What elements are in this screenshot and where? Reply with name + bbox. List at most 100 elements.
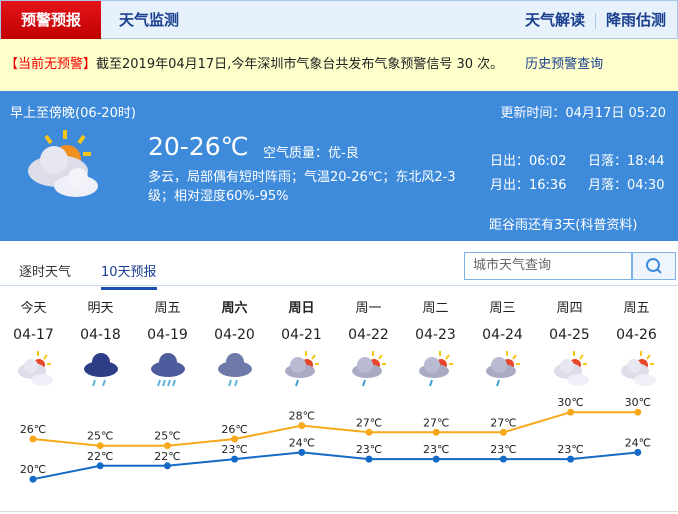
high-temp-point [365,428,373,436]
moonset: 月落：04:30 [588,178,665,193]
day-date: 04-17 [13,327,54,343]
low-temp-point [499,455,507,463]
heavy-rain-icon [150,353,185,387]
low-temp-label: 23℃ [356,443,382,456]
high-temp-label: 27℃ [423,416,449,429]
warning-text: 截至2019年04月17日,今年深圳市气象台共发布气象预警信号 30 次。 [96,57,504,72]
low-temp-point [432,455,440,463]
high-temp-point [29,435,37,443]
warning-status: 【当前无预警】 [5,57,97,72]
low-temp-label: 24℃ [289,436,315,449]
high-temp-point [96,442,104,450]
tab-hourly[interactable]: 逐时天气 [19,265,72,280]
partly-cloudy-icon [17,351,53,386]
bottom-border [0,511,678,514]
high-temp-point [163,442,171,450]
today-panel: 早上至傍晚(06-20时) 更新时间：04月17日 05:20 20-26℃ 空… [0,91,678,241]
sunrise: 日出：06:02 [490,154,567,169]
forecast-day: 周三 04-24 [469,297,536,393]
high-temp-label: 28℃ [289,410,315,423]
shower-icon [418,351,453,387]
day-label: 周三 [489,301,516,316]
shower-icon [284,351,319,387]
air-quality: 空气质量：优-良 [263,146,359,161]
link-weather-interpret[interactable]: 天气解读 [525,11,586,29]
day-label: 今天 [20,301,47,316]
forecast-day: 周五 04-26 [603,297,670,393]
high-temp-point [298,422,306,430]
day-date: 04-25 [549,327,590,343]
low-temp-label: 23℃ [557,443,583,456]
tab-warning-forecast[interactable]: 预警预报 [1,1,101,39]
low-temp-point [231,455,239,463]
high-temp-label: 27℃ [490,416,516,429]
weather-desc-1: 多云，局部偶有短时阵雨；气温20-26℃；东北风2-3 [148,170,456,185]
solar-term-link[interactable]: 距谷雨还有3天(科普资料) [489,218,638,233]
day-date: 04-23 [415,327,456,343]
link-rain-estimate[interactable]: 降雨估测 [606,11,667,29]
low-temp-point [29,475,37,483]
day-label: 周五 [154,301,181,316]
high-temp-point [567,408,575,416]
low-temp-label: 23℃ [423,443,449,456]
day-label: 周二 [422,301,449,316]
search-button[interactable] [632,252,676,280]
low-temp-label: 23℃ [221,443,247,456]
low-temp-label: 20℃ [20,463,46,476]
day-date: 04-18 [80,327,121,343]
high-temp-point [634,408,642,416]
forecast-day: 周四 04-25 [536,297,603,393]
forecast-day: 周六 04-20 [201,297,268,393]
forecast-day: 周一 04-22 [335,297,402,393]
high-temp-point [432,428,440,436]
day-date: 04-19 [147,327,188,343]
city-search-input[interactable]: 城市天气查询 [464,252,632,280]
low-temp-label: 23℃ [490,443,516,456]
forecast-day: 今天 04-17 [0,297,67,393]
shower-icon [485,351,520,387]
search-icon [646,258,662,274]
day-label: 周五 [623,301,650,316]
sunset: 日落：18:44 [588,154,665,169]
partly-cloudy-icon [553,351,589,386]
forecast-day: 周二 04-23 [402,297,469,393]
day-date: 04-21 [281,327,322,343]
forecast-day: 周日 04-21 [268,297,335,393]
top-nav: 预警预报 天气监测 天气解读 降雨估测 [0,0,678,39]
partly-cloudy-icon [620,351,656,386]
update-time: 更新时间：04月17日 05:20 [500,106,666,121]
high-temp-label: 25℃ [154,430,180,443]
divider [595,13,596,29]
low-temp-point [96,462,104,470]
high-temp-point [499,428,507,436]
high-temp-label: 26℃ [221,423,247,436]
day-date: 04-24 [482,327,523,343]
high-temp-label: 26℃ [20,423,46,436]
low-temp-label: 24℃ [625,436,651,449]
day-date: 04-22 [348,327,389,343]
warning-bar: 【当前无预警】截至2019年04月17日,今年深圳市气象台共发布气象预警信号 3… [0,39,678,91]
moderate-rain-icon [217,353,252,387]
tab-weather-monitor[interactable]: 天气监测 [119,11,180,29]
high-temp-line [32,411,638,447]
day-label: 周四 [556,301,583,316]
forecast-day: 明天 04-18 [67,297,134,393]
high-temp-point [231,435,239,443]
day-label: 周日 [288,301,315,316]
high-temp-label: 27℃ [356,416,382,429]
shower-icon [351,351,386,387]
high-temp-label: 25℃ [87,430,113,443]
history-warning-link[interactable]: 历史预警查询 [525,57,604,72]
tab-10day[interactable]: 10天预报 [101,261,157,290]
low-temp-point [567,455,575,463]
period: 早上至傍晚(06-20时) [10,106,136,121]
day-label: 明天 [87,301,114,316]
low-temp-point [163,462,171,470]
day-date: 04-20 [214,327,255,343]
forecast-day: 周五 04-19 [134,297,201,393]
low-temp-label: 22℃ [87,450,113,463]
day-label: 周一 [355,301,382,316]
forecast-tabs: 逐时天气 10天预报 [0,241,678,290]
weather-desc-2: 级；相对湿度60%-95% [148,189,289,204]
light-rain-icon [83,353,118,387]
